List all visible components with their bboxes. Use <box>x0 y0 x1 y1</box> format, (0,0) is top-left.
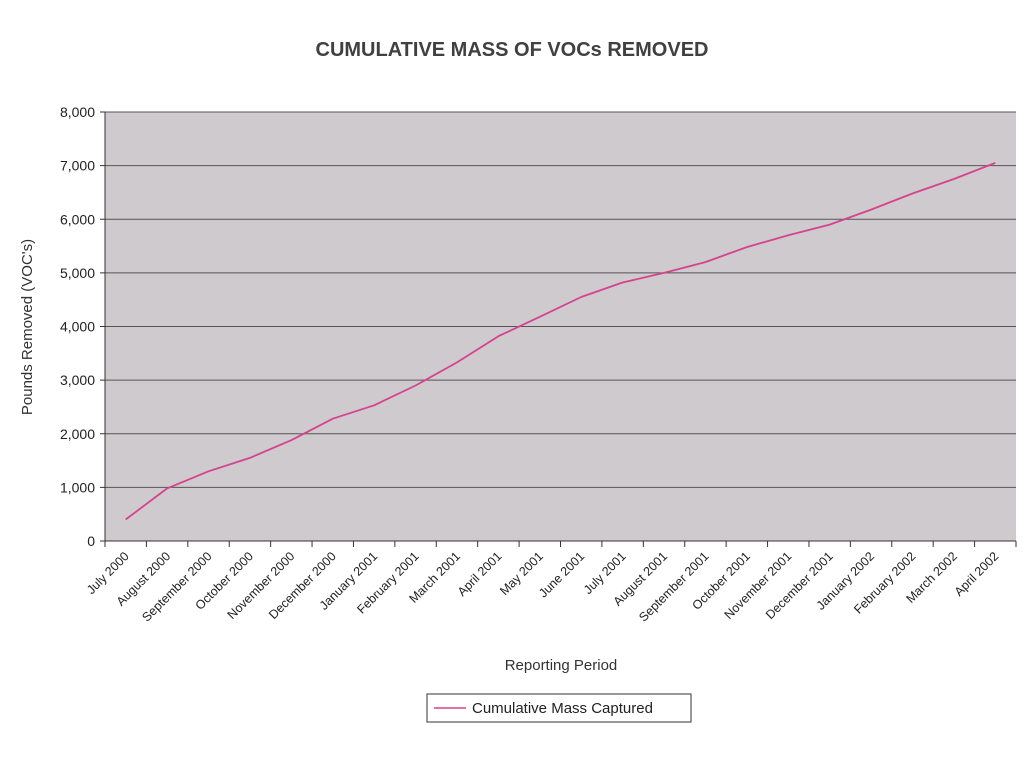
x-tick-label: September 2001 <box>636 549 711 624</box>
legend-box <box>426 693 692 723</box>
series-group <box>125 162 996 521</box>
y-tick-label: 7,000 <box>60 158 95 174</box>
y-tick-label: 4,000 <box>60 319 95 335</box>
y-tick-label: 8,000 <box>60 104 95 120</box>
x-tick-label: September 2000 <box>139 549 214 624</box>
legend: Cumulative Mass Captured <box>426 693 692 723</box>
y-tick-label: 1,000 <box>60 479 95 495</box>
y-tick-label: 3,000 <box>60 372 95 388</box>
chart-title: CUMULATIVE MASS OF VOCs REMOVED <box>316 39 709 61</box>
legend-label: Cumulative Mass Captured <box>472 700 653 717</box>
series-line <box>125 162 996 521</box>
y-axis-label: Pounds Removed (VOC's) <box>19 239 36 415</box>
x-axis-label: Reporting Period <box>505 657 618 674</box>
y-axis: 0 1,000 2,000 3,000 4,000 5,000 6,000 7,000 8,00… <box>60 104 106 549</box>
gridlines <box>105 111 1016 488</box>
y-tick-label: 2,000 <box>60 426 95 442</box>
x-tick-label: April 2002 <box>952 549 1002 599</box>
y-tick-label: 6,000 <box>60 211 95 227</box>
x-tick-label: June 2001 <box>536 549 587 600</box>
x-tick-label: April 2001 <box>455 549 505 599</box>
y-tick-label: 5,000 <box>60 265 95 281</box>
y-tick-label: 0 <box>87 533 95 549</box>
